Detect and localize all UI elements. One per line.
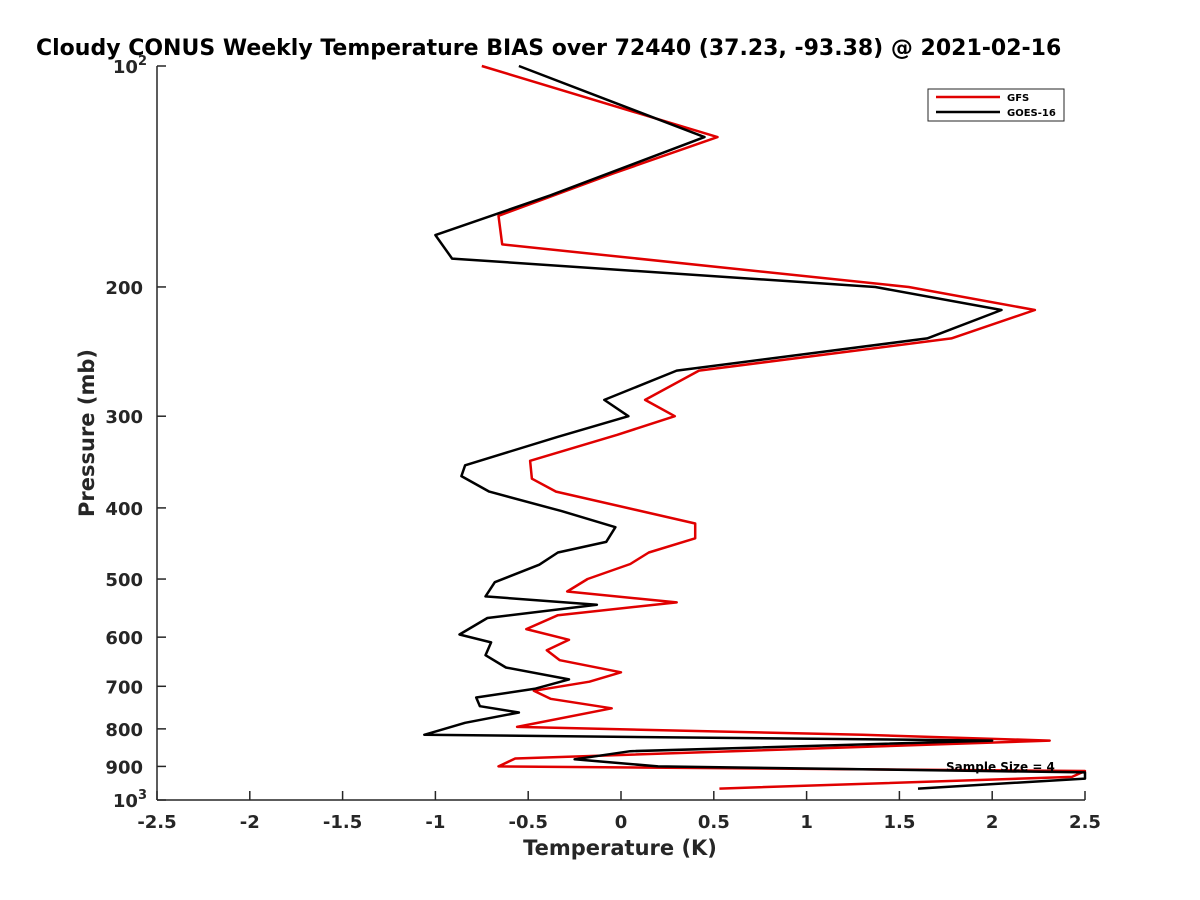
legend-label: GFS	[1007, 93, 1029, 104]
sample-size-annotation: Sample Size = 4	[946, 760, 1055, 774]
y-tick-label: 103	[113, 788, 147, 812]
series-line-gfs	[481, 64, 1087, 790]
y-tick-label: 900	[105, 757, 143, 778]
plot-area: -2.5 -2 -1.5 -1 -0.5 0 0.5 1 1.5 2 2.5 102 200 300 40…	[105, 54, 1101, 833]
y-tick-label: 600	[105, 628, 143, 649]
x-tick-label: 2	[986, 812, 999, 833]
y-tick-label: 400	[105, 499, 143, 520]
chart-title: Cloudy CONUS Weekly Temperature BIAS ove…	[36, 36, 1061, 61]
y-tick-label: 500	[105, 570, 143, 591]
x-axis-label: Temperature (K)	[523, 836, 717, 860]
x-tick-label: -2.5	[137, 812, 176, 833]
y-tick-label: 300	[105, 407, 143, 428]
x-tick-label: 0.5	[698, 812, 730, 833]
y-tick-label: 800	[105, 720, 143, 741]
x-axis-ticks: -2.5 -2 -1.5 -1 -0.5 0 0.5 1 1.5 2 2.5	[137, 791, 1101, 833]
x-tick-label: -2	[240, 812, 260, 833]
y-tick-label: 200	[105, 278, 143, 299]
y-axis-label: Pressure (mb)	[75, 349, 99, 517]
legend-box	[927, 88, 1065, 122]
series-layer	[423, 64, 1087, 790]
legend-label: GOES-16	[1007, 108, 1056, 119]
x-tick-label: 0	[615, 812, 628, 833]
x-tick-label: 1	[800, 812, 813, 833]
y-axis-ticks: 102 200 300 400 500 600 700 800 900 103	[105, 54, 166, 812]
x-tick-label: -0.5	[509, 812, 548, 833]
series-line-goes-16	[423, 64, 1087, 790]
x-tick-label: 1.5	[883, 812, 915, 833]
x-tick-label: -1	[425, 812, 445, 833]
y-tick-label: 102	[113, 54, 147, 78]
x-tick-label: -1.5	[323, 812, 362, 833]
x-tick-label: 2.5	[1069, 812, 1101, 833]
legend: GFS GOES-16	[927, 88, 1065, 122]
y-tick-label: 700	[105, 677, 143, 698]
